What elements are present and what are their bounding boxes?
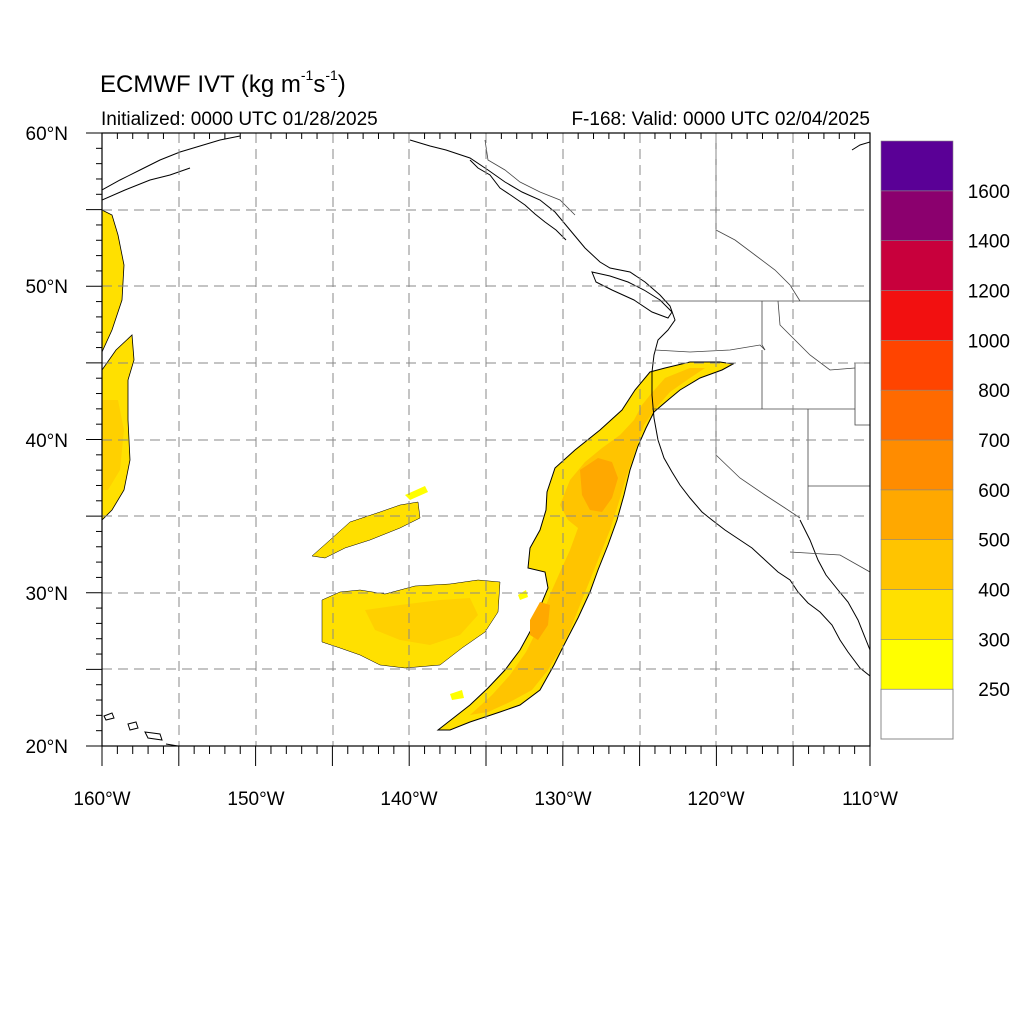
colorbar-box-below-250 (880, 688, 954, 740)
colorbar-box-400 (880, 539, 954, 590)
valid-time: F-168: Valid: 0000 UTC 02/04/2025 (571, 109, 870, 130)
border-id-wa (761, 301, 766, 351)
lat-label-30: 30°N (26, 584, 68, 605)
lon-label-110: 110°W (842, 789, 898, 810)
colorbar-box-1200 (880, 240, 954, 291)
west-plume-north (102, 209, 125, 353)
colorbar-label-500: 500 (978, 531, 1010, 552)
colorbar-box-800 (880, 340, 954, 391)
lon-label-120: 120°W (687, 789, 744, 810)
hawaii-islands (103, 712, 179, 746)
colorbar-label-700: 700 (978, 431, 1010, 452)
colorbar-box-700 (880, 389, 954, 441)
colorbar-label-600: 600 (978, 481, 1010, 502)
colorbar-label-300: 300 (978, 630, 1010, 651)
west-plume-inner (102, 400, 124, 490)
border-mt-id (777, 300, 856, 371)
plume-fragment-2 (518, 590, 528, 600)
colorbar: 250 300 400 500 600 700 800 1000 1200 1400 1600 (880, 140, 1010, 740)
ne-coast (851, 141, 870, 151)
colorbar-label-1200: 1200 (968, 282, 1010, 303)
plume-south-inner (365, 598, 478, 645)
colorbar-box-500 (880, 489, 954, 540)
border-ca-nv (715, 409, 801, 519)
plume-fragment-3 (450, 690, 464, 700)
colorbar-label-400: 400 (978, 581, 1010, 602)
border-canada-interior (715, 133, 801, 302)
colorbar-box-600 (880, 439, 954, 491)
gridlines (102, 133, 870, 746)
alaska-coast (102, 135, 241, 191)
border-mt (854, 363, 870, 426)
axis-ticks (86, 132, 871, 766)
colorbar-box-250 (880, 639, 954, 690)
plume-fragment (405, 486, 428, 500)
lat-labels: 20°N 30°N 40°N 50°N 60°N (26, 124, 68, 758)
colorbar-box-1000 (880, 290, 954, 341)
colorbar-box-300 (880, 589, 954, 640)
alaska-peninsula (102, 167, 191, 201)
canada-coast-islands (469, 159, 567, 241)
colorbar-label-1400: 1400 (968, 232, 1010, 253)
lat-label-50: 50°N (26, 277, 68, 298)
colorbar-label-1600: 1600 (968, 182, 1010, 203)
baja-coastline (799, 519, 870, 651)
lat-label-60: 60°N (26, 124, 68, 145)
border-alaska-canada (484, 139, 576, 216)
border-layer (484, 133, 870, 573)
lat-label-40: 40°N (26, 431, 68, 452)
border-wa-or (654, 344, 766, 353)
colorbar-label-800: 800 (978, 381, 1010, 402)
ar-mid-contour (470, 368, 705, 715)
ivt-fill-layer (102, 209, 735, 731)
lat-label-20: 20°N (26, 737, 68, 758)
lon-label-130: 130°W (534, 789, 591, 810)
initialized-time: Initialized: 0000 UTC 01/28/2025 (101, 109, 378, 130)
ar-core-contour (580, 458, 618, 512)
colorbar-label-250: 250 (978, 680, 1010, 701)
vancouver-island (591, 271, 673, 319)
lon-labels: 160°W 150°W 140°W 130°W 120°W 110°W (73, 789, 898, 810)
lon-label-160: 160°W (73, 789, 130, 810)
west-coast-coastline (409, 139, 870, 677)
plume-north-contour (311, 501, 421, 559)
lon-label-140: 140°W (380, 789, 437, 810)
lon-label-150: 150°W (227, 789, 284, 810)
map-title: ECMWF IVT (kg m-1s-1) (100, 67, 346, 98)
ar-core-contour-2 (530, 602, 550, 640)
colorbar-label-1000: 1000 (968, 331, 1010, 352)
colorbar-box-1600 (880, 140, 954, 192)
coastline-layer (102, 135, 870, 746)
colorbar-box-1400 (880, 190, 954, 241)
border-us-mexico (789, 551, 870, 573)
